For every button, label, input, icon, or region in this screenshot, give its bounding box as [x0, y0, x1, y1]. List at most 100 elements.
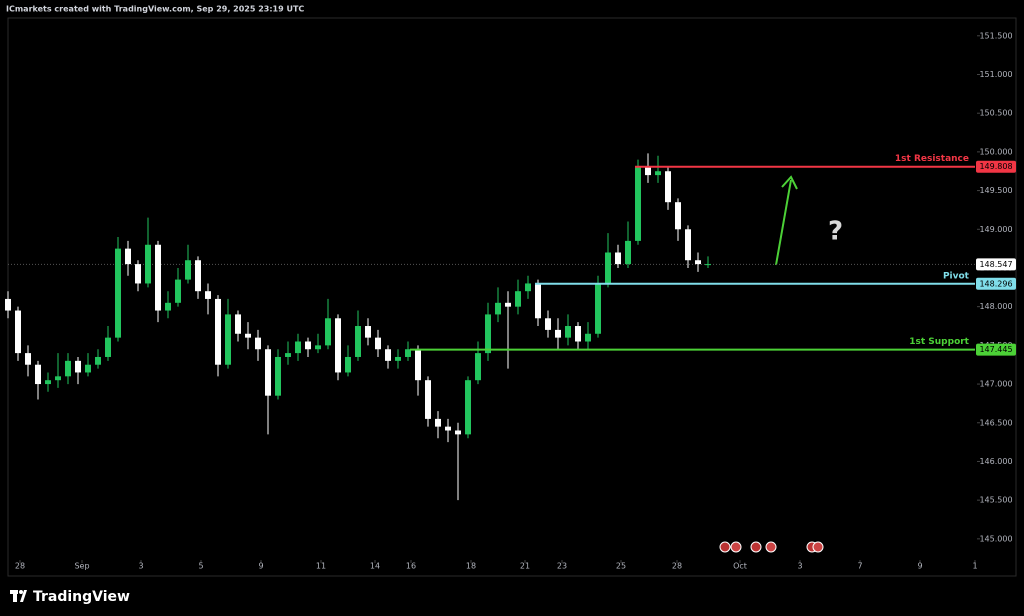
candle-body [455, 430, 461, 435]
candle-body [95, 356, 101, 365]
y-tick-label: 151.500 [979, 31, 1012, 40]
x-tick-label: Oct [733, 562, 747, 571]
candle-body [285, 353, 291, 357]
candle-body [435, 418, 441, 427]
footer [0, 580, 1024, 616]
candle-body [45, 380, 51, 385]
x-tick-label: 28 [15, 562, 25, 571]
candle-body [85, 364, 91, 373]
x-tick-label: 28 [672, 562, 682, 571]
header: ICmarkets created with TradingView.com, … [6, 5, 304, 14]
candle-body [575, 326, 581, 342]
candle-body [445, 426, 451, 431]
level-name: 1st Support [909, 337, 969, 347]
candle-body [655, 171, 661, 176]
last-price-tag [976, 258, 1016, 271]
y-tick-label: 149.500 [979, 186, 1012, 195]
candle-body [675, 202, 681, 230]
candle-body [385, 349, 391, 361]
candle-body [105, 337, 111, 357]
candle-body [365, 326, 371, 338]
x-tick-label: 11 [316, 562, 326, 571]
candle-body [405, 349, 411, 357]
candle-body [465, 380, 471, 435]
candle-body [65, 360, 71, 377]
x-tick-label: 9 [917, 562, 922, 571]
candle-body [355, 326, 361, 357]
candle-body [645, 167, 651, 176]
y-tick-label: 145.000 [979, 534, 1012, 543]
candle-body [375, 337, 381, 350]
x-tick-label: 7 [857, 562, 862, 571]
candle-body [185, 260, 191, 280]
level-tag-label: 148.296 [979, 279, 1012, 288]
y-tick-label: 151.000 [979, 70, 1012, 79]
candle-body [155, 244, 161, 311]
x-tick-label: 18 [466, 562, 476, 571]
x-tick-label: 25 [616, 562, 626, 571]
x-tick-label: 16 [406, 562, 416, 571]
candle-body [605, 252, 611, 284]
candle-body [395, 356, 401, 361]
y-tick-label: 150.000 [979, 147, 1012, 156]
candle-body [195, 260, 201, 292]
candle-body [75, 360, 81, 373]
candle-body [565, 326, 571, 338]
candle-body [345, 356, 351, 373]
candle-body [305, 341, 311, 350]
candle-body [595, 283, 601, 334]
candle-body [585, 333, 591, 342]
y-tick-label: 146.500 [979, 418, 1012, 427]
y-tick-label: 150.500 [979, 109, 1012, 118]
candle-body [635, 167, 641, 241]
candle-body [475, 353, 481, 381]
candle-body [415, 349, 421, 381]
last-price-label: 148.547 [979, 260, 1012, 269]
candle-body [15, 310, 21, 354]
candle-body [165, 302, 171, 311]
candle-body [515, 291, 521, 307]
y-tick-label: 149.000 [979, 225, 1012, 234]
candle-body [695, 260, 701, 265]
x-tick-label: 14 [370, 562, 380, 571]
brand: TradingView [33, 589, 130, 605]
y-tick-label: 145.500 [979, 496, 1012, 505]
candle-body [315, 345, 321, 350]
candle-body [55, 376, 61, 381]
candle-body [425, 380, 431, 419]
candle-body [115, 248, 121, 338]
level-name: Pivot [943, 271, 970, 281]
candle-body [25, 353, 31, 365]
candle-body [135, 264, 141, 284]
candle-body [5, 298, 11, 311]
candle-body [625, 240, 631, 265]
candle-body [255, 337, 261, 350]
x-tick-label: 21 [520, 562, 530, 571]
x-tick-label: 9 [258, 562, 263, 571]
x-tick-label: Sep [74, 562, 89, 571]
candle-body [615, 252, 621, 265]
candle-body [295, 341, 301, 354]
candle-body [245, 333, 251, 338]
level-tag [976, 277, 1016, 290]
candle-body [325, 318, 331, 346]
event-icons [719, 541, 824, 553]
level-tag-label: 149.808 [979, 162, 1012, 171]
candle-body [335, 318, 341, 373]
candle-body [485, 314, 491, 354]
candle-body [555, 329, 561, 338]
candle-body [225, 314, 231, 365]
candle-body [665, 171, 671, 203]
logo [10, 590, 27, 602]
x-tick-label: 3 [138, 562, 143, 571]
candle-body [495, 302, 501, 315]
level-tag [976, 343, 1016, 356]
candle-body [145, 244, 151, 284]
level-tag [976, 160, 1016, 173]
candle-body [205, 291, 211, 299]
candle-body [705, 264, 711, 266]
candle-body [545, 318, 551, 330]
y-tick-label: 146.000 [979, 457, 1012, 466]
candle-body [685, 229, 691, 261]
